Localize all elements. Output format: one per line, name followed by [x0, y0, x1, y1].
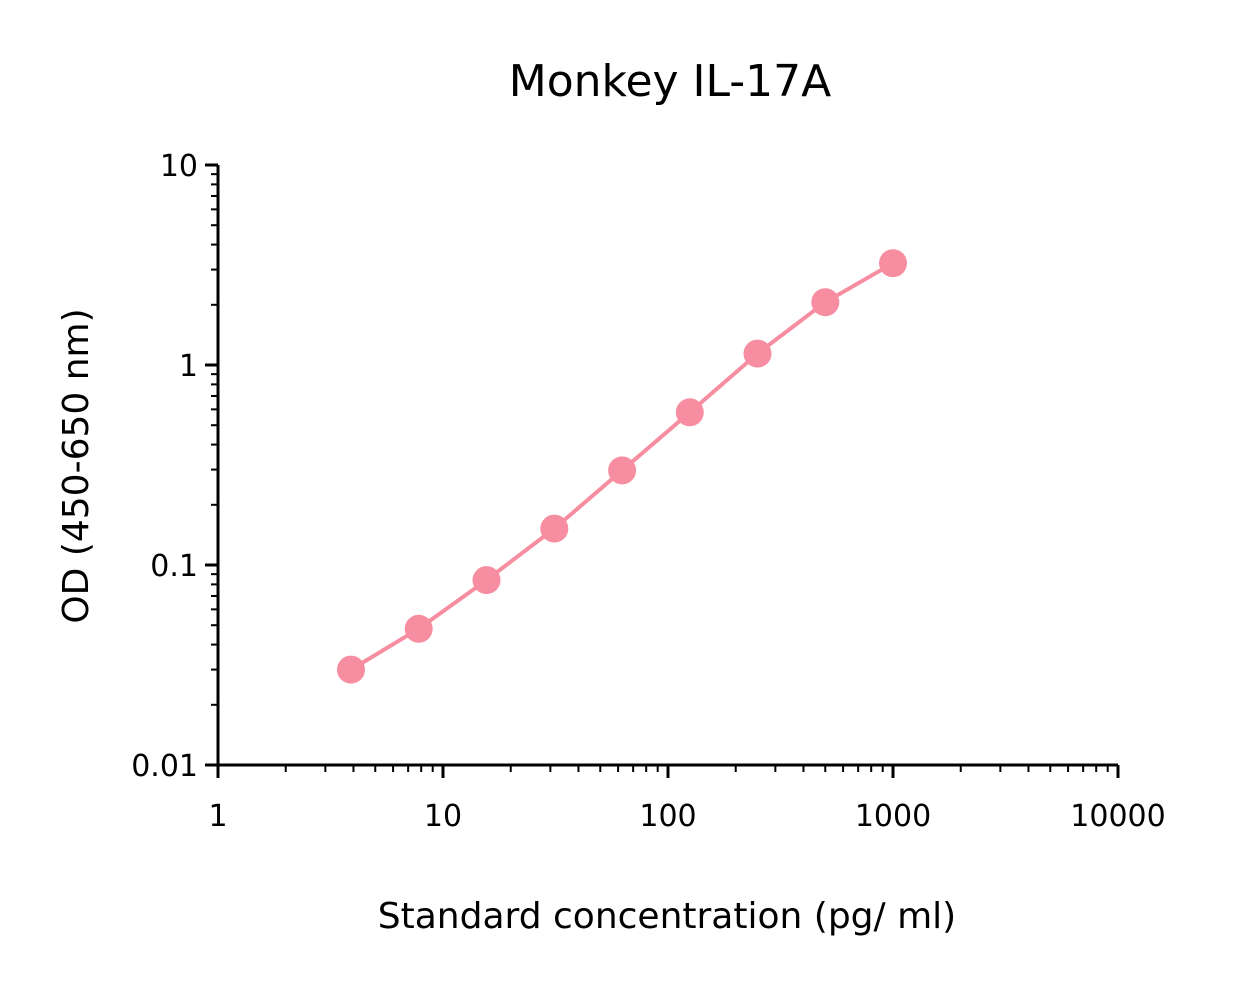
y-axis-label: OD (450-650 nm)	[56, 308, 97, 623]
x-tick-label: 1000	[855, 799, 931, 834]
data-point	[540, 514, 569, 543]
x-tick-label: 100	[639, 799, 696, 834]
chart-title: Monkey IL-17A	[509, 56, 831, 107]
x-axis-label: Standard concentration (pg/ ml)	[378, 896, 956, 937]
data-point	[608, 456, 637, 485]
y-tick-label: 0.01	[131, 749, 198, 784]
data-point	[472, 566, 501, 595]
data-point	[879, 249, 907, 278]
series	[337, 249, 907, 684]
data-point	[675, 398, 704, 427]
x-tick-label: 10	[424, 799, 462, 834]
y-tick-label: 0.1	[150, 549, 198, 584]
x-tick-label: 1	[208, 799, 227, 834]
x-tick-label: 10000	[1070, 799, 1165, 834]
data-point	[743, 339, 772, 368]
y-tick-label: 1	[179, 349, 198, 384]
data-point	[404, 614, 433, 643]
data-point	[811, 288, 840, 317]
y-tick-label: 10	[160, 149, 198, 184]
axes: 1 10 100 1000 10000 0.01 0.1 1 10	[131, 149, 1166, 834]
data-point	[337, 655, 365, 684]
